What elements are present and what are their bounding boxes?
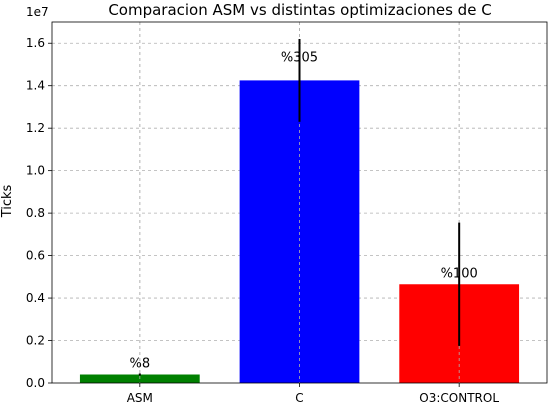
y-axis-label: Ticks bbox=[0, 184, 15, 218]
error-bars bbox=[138, 38, 461, 376]
plot-frame bbox=[51, 21, 548, 384]
y-tick-label: 1.2 bbox=[26, 121, 45, 135]
bar-labels: %8 %305 %100 bbox=[130, 50, 478, 371]
y-tick-label: 0.6 bbox=[26, 249, 45, 263]
x-tick-label: C bbox=[295, 391, 303, 403]
y-tick-label: 0.0 bbox=[26, 376, 45, 390]
chart-title: Comparacion ASM vs distintas optimizacio… bbox=[108, 1, 491, 19]
x-tick-label: O3:CONTROL bbox=[419, 391, 499, 403]
y-tick-label: 1.0 bbox=[26, 164, 45, 178]
y-tick-label: 0.2 bbox=[26, 334, 45, 348]
y-tick-label: 1.4 bbox=[26, 79, 45, 93]
bar-label: %100 bbox=[441, 266, 478, 281]
axes bbox=[48, 21, 548, 387]
bar-label: %305 bbox=[281, 50, 318, 65]
x-tick-label: ASM bbox=[127, 391, 153, 403]
y-tick-label: 0.4 bbox=[26, 291, 45, 305]
y-offset-label: 1e7 bbox=[26, 5, 49, 19]
y-tick-label: 1.6 bbox=[26, 36, 45, 50]
bar-label: %8 bbox=[130, 357, 151, 372]
tick-labels: 0.0 0.2 0.4 0.6 0.8 1.0 1.2 1.4 1.6 ASM C O3:CONTRO… bbox=[26, 36, 499, 403]
y-tick-label: 0.8 bbox=[26, 206, 45, 220]
